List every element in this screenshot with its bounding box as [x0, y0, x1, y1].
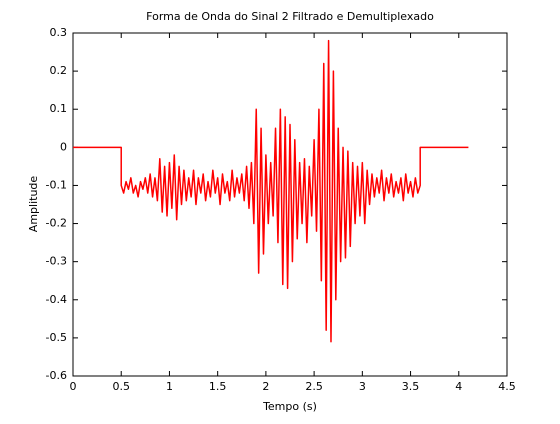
- y-tick-label: 0: [60, 140, 67, 153]
- x-tick-label: 2: [262, 380, 269, 393]
- plot-area: [72, 32, 508, 377]
- x-tick-label: 1: [166, 380, 173, 393]
- y-tick-label: 0.3: [50, 26, 68, 39]
- x-tick-label: 0.5: [112, 380, 130, 393]
- y-tick-label: -0.6: [46, 369, 67, 382]
- y-tick-label: 0.2: [50, 64, 68, 77]
- x-tick-label: 3: [359, 380, 366, 393]
- x-tick-label: 2.5: [305, 380, 323, 393]
- y-tick-label: -0.2: [46, 217, 67, 230]
- signal-line: [73, 39, 469, 343]
- y-tick-label: -0.1: [46, 178, 67, 191]
- x-tick-label: 4.5: [498, 380, 516, 393]
- x-tick-label: 4: [455, 380, 462, 393]
- x-tick-label: 0: [70, 380, 77, 393]
- y-tick-label: -0.3: [46, 255, 67, 268]
- y-axis-label: Amplitude: [27, 176, 40, 233]
- y-tick-label: -0.4: [46, 293, 67, 306]
- x-tick-label: 3.5: [402, 380, 420, 393]
- chart-title: Forma de Onda do Sinal 2 Filtrado e Demu…: [146, 10, 434, 23]
- y-tick-label: 0.1: [50, 102, 68, 115]
- x-tick-label: 1.5: [209, 380, 227, 393]
- y-tick-label: -0.5: [46, 331, 67, 344]
- x-axis-label: Tempo (s): [262, 400, 317, 413]
